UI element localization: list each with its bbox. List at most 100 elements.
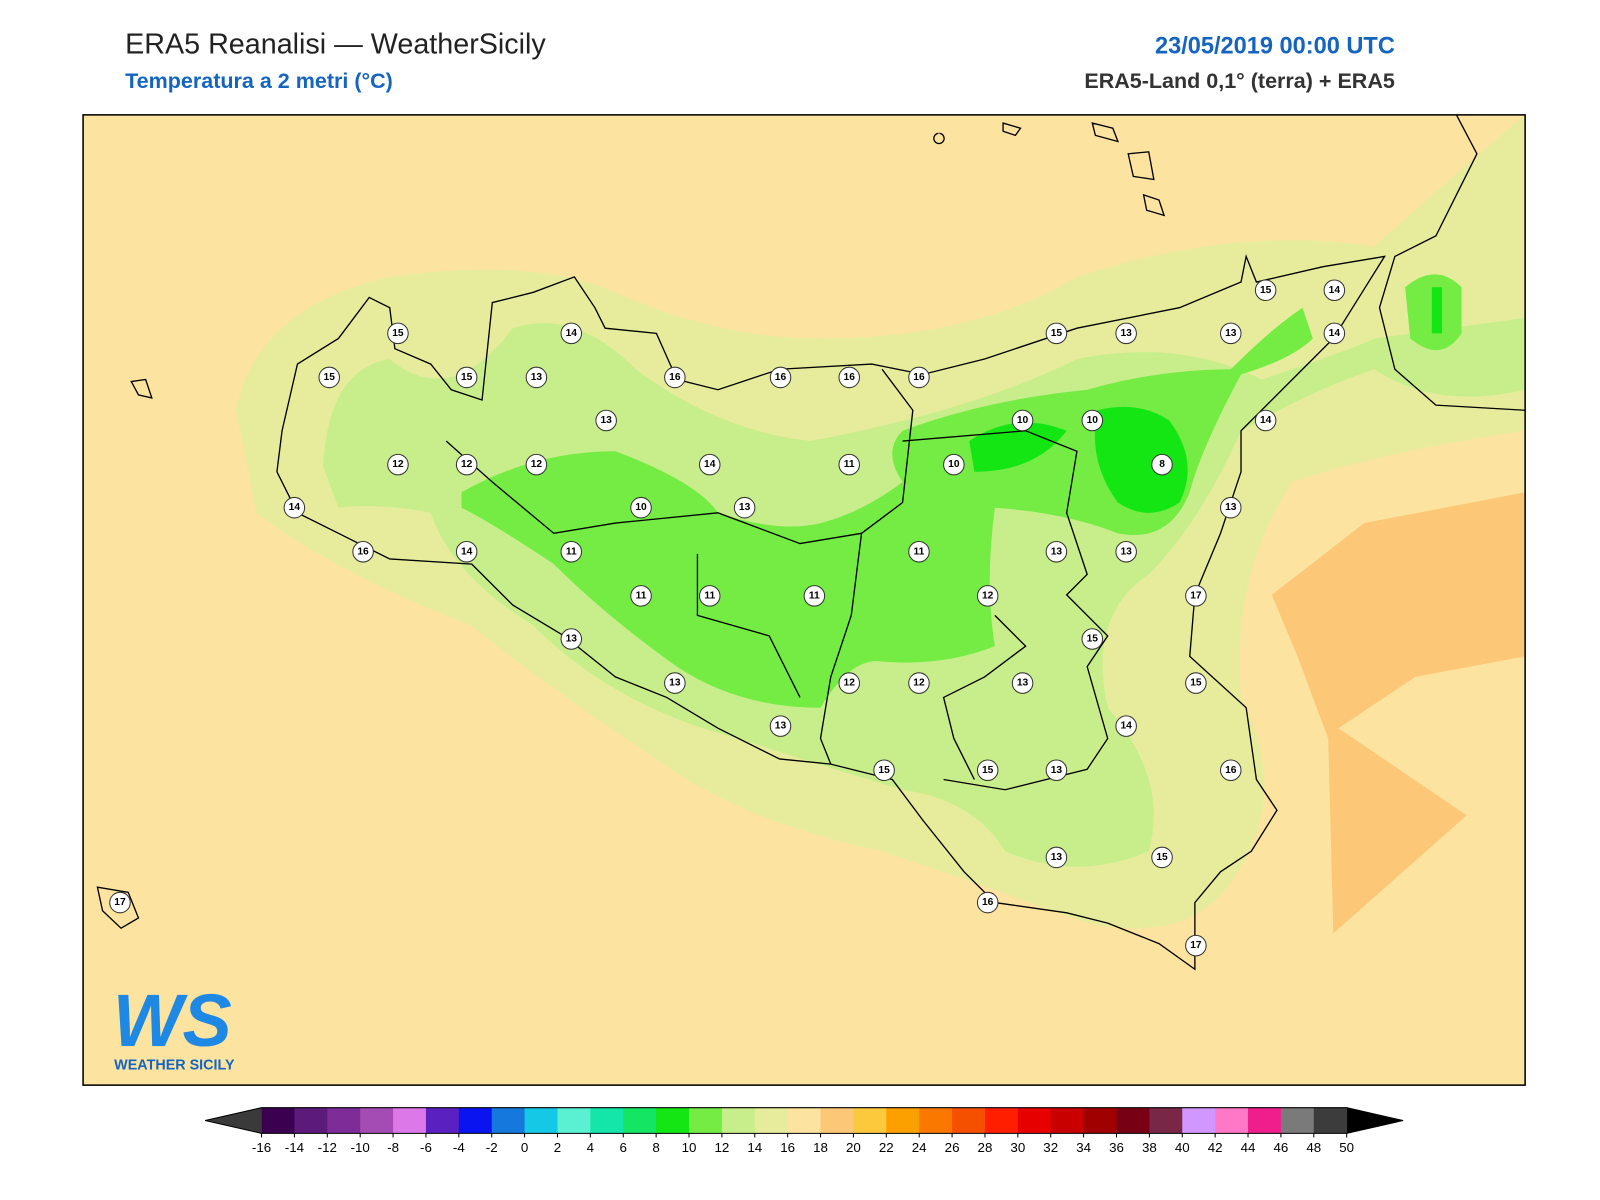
colorbar-swatch [360, 1107, 394, 1134]
station-label: 13 [1225, 502, 1237, 513]
colorbar-tick-label: 30 [1010, 1140, 1025, 1155]
colorbar-swatch [524, 1107, 558, 1134]
map: 15 15 14 15 13 16 16 16 16 15 13 13 15 14 14 13 10 10 14 12… [82, 114, 1526, 1086]
colorbar-swatch [590, 1107, 624, 1134]
colorbar-swatch [1215, 1107, 1249, 1134]
station-marker [387, 453, 409, 476]
colorbar-tick-label: -14 [285, 1140, 305, 1155]
station: 13 [1220, 322, 1242, 345]
colorbar-tick-label: 12 [714, 1140, 729, 1155]
station-label: 10 [1017, 415, 1029, 426]
station-marker [630, 496, 652, 519]
station-marker [769, 366, 792, 389]
station-marker [595, 409, 617, 432]
station-label: 11 [704, 590, 715, 601]
station: 15 [1151, 846, 1173, 869]
station-label: 10 [948, 459, 960, 470]
station-marker [560, 541, 583, 563]
station-marker [1323, 322, 1346, 345]
station: 12 [387, 453, 409, 476]
station-marker [1115, 541, 1137, 563]
colorbar-tick-label: 16 [780, 1140, 795, 1155]
temperature-8-10 [1431, 287, 1443, 334]
station: 12 [455, 453, 478, 476]
station-marker [1115, 322, 1137, 345]
station-marker [943, 453, 965, 476]
colorbar-swatch [1149, 1107, 1183, 1134]
station-label: 14 [1120, 721, 1132, 732]
station: 13 [595, 409, 617, 432]
station-marker [873, 759, 895, 782]
station-marker [1115, 715, 1137, 737]
station-label: 15 [1156, 852, 1168, 863]
station: 12 [908, 672, 930, 694]
station-label: 14 [1329, 328, 1341, 339]
colorbar-swatch [952, 1107, 986, 1134]
station-label: 16 [913, 372, 925, 383]
station: 16 [664, 366, 686, 389]
station: 10 [630, 496, 652, 519]
colorbar-swatch [393, 1107, 427, 1134]
colorbar-swatch [557, 1107, 591, 1134]
station-label: 13 [739, 502, 751, 513]
station: 15 [455, 366, 478, 389]
station-marker [630, 585, 652, 607]
colorbar-tick-label: 14 [747, 1140, 762, 1155]
station-label: 13 [775, 721, 787, 732]
station-label: 12 [844, 678, 856, 689]
colorbar-tick-label: -12 [318, 1140, 337, 1155]
station: 13 [1011, 672, 1034, 694]
colorbar-tick-label: 28 [978, 1140, 993, 1155]
colorbar-tick-label: 18 [813, 1140, 828, 1155]
colorbar-swatch [425, 1107, 460, 1134]
station-marker [803, 585, 826, 607]
source: ERA5-Land 0,1° (terra) + ERA5 [1084, 69, 1395, 93]
sicily-coast [276, 254, 1386, 971]
station: 12 [838, 672, 860, 694]
colorbar-tick-label: 10 [682, 1140, 697, 1155]
station-label: 12 [982, 590, 994, 601]
subtitle: Temperatura a 2 metri (°C) [125, 69, 393, 93]
colorbar-swatch [1083, 1107, 1118, 1134]
station-marker [109, 891, 131, 914]
station-label: 12 [392, 459, 404, 470]
colorbar-tick-label: 48 [1306, 1140, 1321, 1155]
station-label: 11 [809, 590, 820, 601]
station: 8 [1151, 453, 1173, 476]
colorbar-tick-label: 8 [652, 1140, 659, 1155]
colorbar-tick-label: -2 [486, 1140, 498, 1155]
province-borders [445, 368, 1109, 791]
colorbar-swatch [294, 1107, 328, 1134]
colorbar-swatch [689, 1107, 723, 1134]
station-label: 14 [704, 459, 716, 470]
station-label: 15 [1087, 633, 1099, 644]
station: 15 [976, 759, 999, 782]
station: 13 [664, 672, 686, 694]
warm-area [1271, 492, 1526, 934]
station: 17 [1185, 585, 1207, 607]
station: 11 [630, 585, 652, 607]
station-label: 15 [1051, 328, 1063, 339]
logo-mark: WS [113, 979, 232, 1062]
station: 10 [943, 453, 965, 476]
station: 13 [1115, 322, 1137, 345]
logo-subtitle: WEATHER SICILY [114, 1058, 235, 1074]
station-marker [976, 585, 999, 607]
station-marker [560, 628, 583, 650]
station-marker [1045, 846, 1068, 869]
colorbar-swatch [1116, 1107, 1150, 1134]
station: 13 [560, 628, 583, 650]
colorbar-swatch [919, 1107, 953, 1134]
islands [96, 122, 1166, 930]
station-label: 15 [1190, 678, 1202, 689]
colorbar-swatch [327, 1107, 361, 1134]
colorbar-swatch [1182, 1107, 1216, 1134]
station-label: 14 [1260, 415, 1272, 426]
station-marker [698, 585, 721, 607]
station-label: 16 [982, 897, 994, 908]
station-marker [908, 672, 930, 694]
station: 17 [109, 891, 131, 914]
colorbar-swatch [1017, 1107, 1052, 1134]
station-label: 11 [636, 590, 647, 601]
station-label: 16 [357, 546, 369, 557]
